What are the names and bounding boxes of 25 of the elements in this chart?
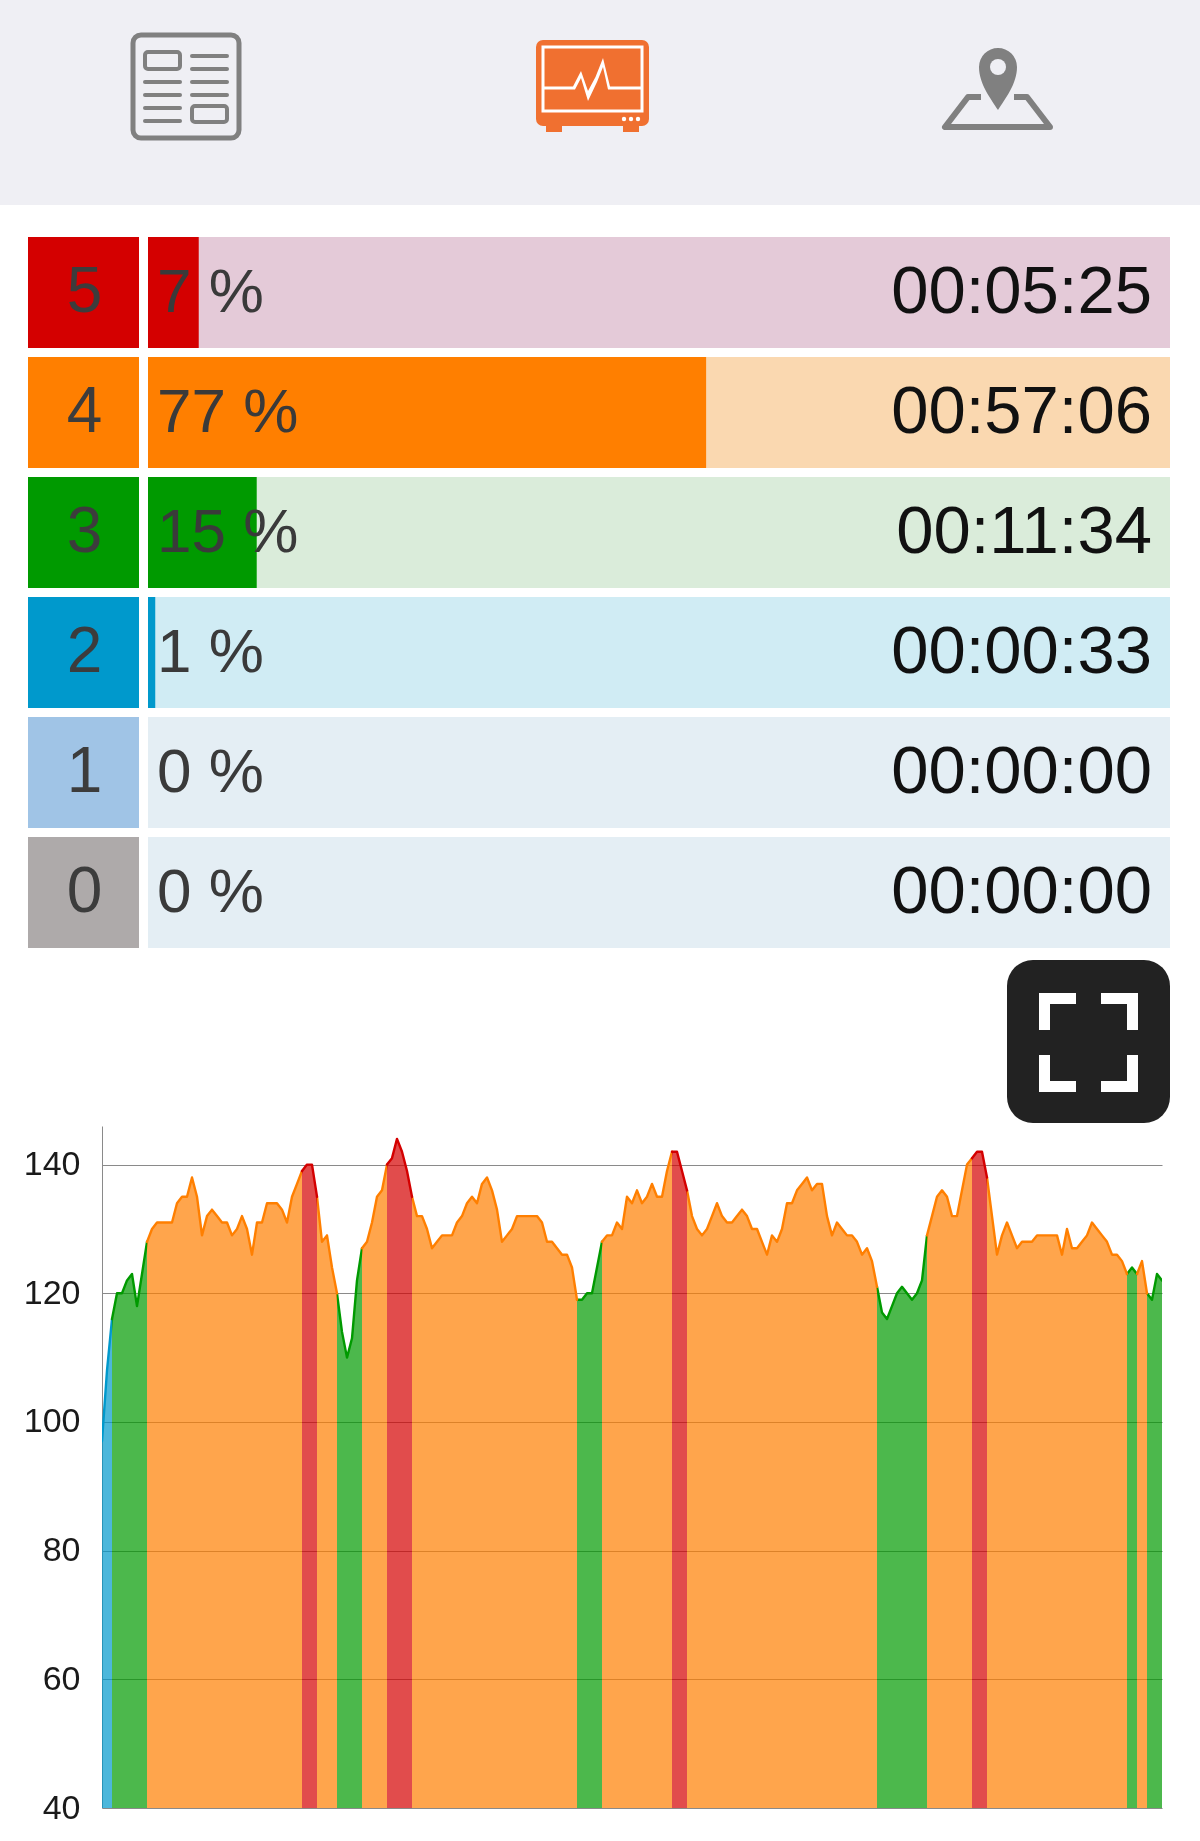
data-label: 0 %: [157, 735, 264, 805]
annotation: 00:11:34: [896, 491, 1152, 567]
bar: [148, 597, 156, 708]
bar: [148, 237, 199, 348]
y-tick-label: 100: [23, 1401, 81, 1440]
data-label: 77 %: [157, 375, 299, 445]
y-tick-label: 2: [66, 613, 103, 686]
annotation: 00:00:00: [891, 851, 1152, 927]
data-label: 7 %: [157, 255, 264, 325]
annotation: 00:00:33: [891, 611, 1152, 687]
data-label: 1 %: [157, 615, 264, 685]
y-tick-label: 1: [66, 733, 103, 806]
y-tick-label: 0: [66, 853, 103, 926]
y-tick-label: 60: [42, 1658, 81, 1697]
y-tick-label: 40: [42, 1787, 81, 1826]
y-tick-label: 5: [66, 253, 103, 326]
data-label: 0 %: [157, 855, 264, 925]
y-tick-label: 120: [23, 1272, 81, 1311]
annotation: 00:05:25: [891, 251, 1152, 327]
annotation: 00:00:00: [891, 731, 1152, 807]
y-tick-label: 4: [66, 373, 103, 446]
y-tick-label: 80: [42, 1530, 81, 1569]
y-tick-label: 3: [66, 493, 103, 566]
annotation: 00:57:06: [891, 371, 1152, 447]
y-tick-label: 140: [23, 1144, 81, 1183]
